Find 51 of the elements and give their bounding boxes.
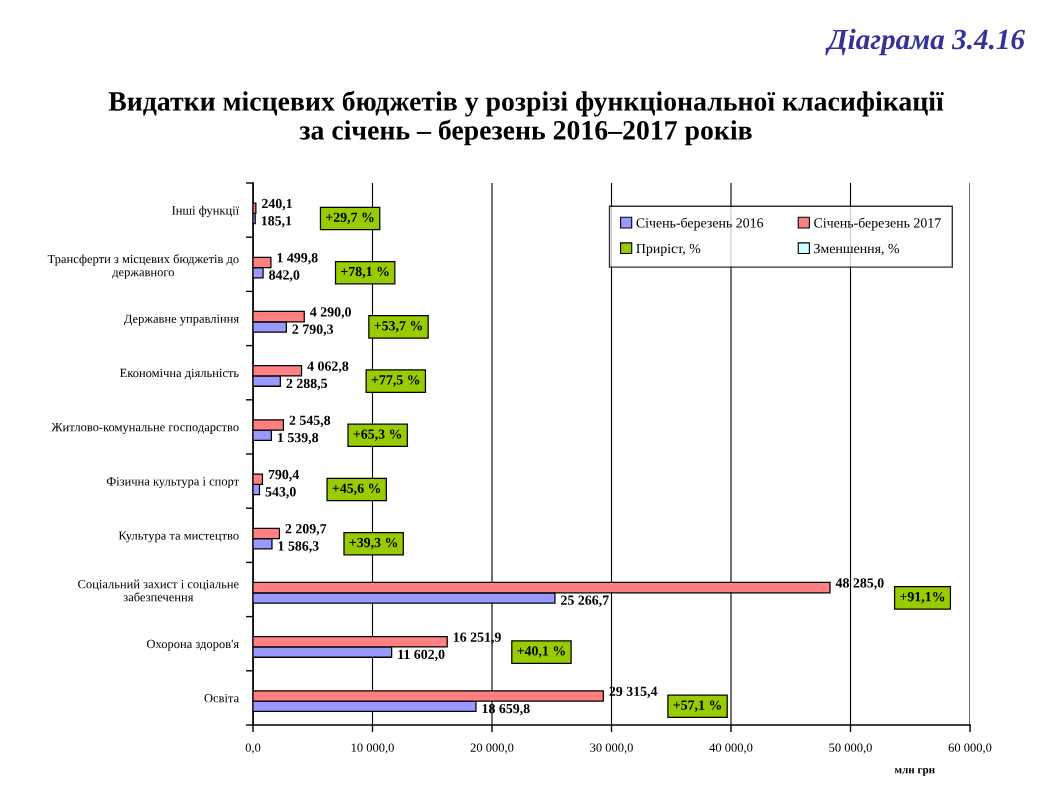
data-label: 790,4 (268, 469, 299, 482)
annotation: +78,1 % (341, 266, 389, 279)
x-tick-label: 40 000,0 (709, 743, 753, 754)
annotation: +77,5 % (371, 375, 420, 387)
annotation: +29,7 % (326, 212, 374, 224)
legend-label: Січень-березень 2016 (636, 217, 764, 231)
data-label: 1 539,8 (278, 432, 319, 445)
legend-label: Січень-березень 2017 (814, 217, 941, 231)
data-label: 4 062,8 (307, 361, 349, 373)
y-tick-label: Культура та мистецтво (118, 531, 239, 543)
text: Діаграма 3.4.16 (825, 28, 1025, 56)
annotation: +39,3 % (349, 537, 398, 550)
data-label: 2 790,3 (292, 324, 334, 336)
x-tick-label: 60 000,0 (948, 743, 992, 754)
data-label: 25 266,7 (561, 595, 609, 607)
annotation: +57,1 % (673, 700, 722, 712)
legend-label: Зменшення, % (814, 243, 900, 256)
x-tick-label: 20 000,0 (470, 743, 514, 754)
x-tick-label: 50 000,0 (829, 743, 872, 754)
data-label: 48 285,0 (835, 578, 884, 590)
annotation: +40,1 % (517, 646, 565, 658)
data-label: 1 499,8 (277, 253, 318, 265)
y-tick-label: Житлово-комунальне господарство (51, 423, 239, 434)
y-tick-label: Фізична культура і спорт (106, 477, 239, 489)
data-label: 2 209,7 (285, 524, 327, 536)
x-tick-label: 10 000,0 (351, 743, 394, 754)
data-label: 543,0 (265, 487, 296, 499)
data-label: 2 545,8 (289, 415, 331, 428)
x-tick-label: 30 000,0 (590, 743, 633, 754)
data-label: 1 586,3 (278, 541, 319, 553)
y-tick-label: Охорона здоров'я (146, 639, 239, 651)
y-tick-label: Трансферти з місцевих бюджетів до державного (47, 254, 239, 279)
data-label: 4 290,0 (310, 307, 351, 319)
chart-title: Видатки місцевих бюджетів у розрізі функціональної класифікації за січень – березень 2016–2017 років (108, 90, 944, 146)
x-tick-label: 0,0 (245, 743, 261, 754)
x-axis-title: млн грн (894, 768, 935, 776)
annotation: +91,1% (900, 592, 945, 604)
annotation: +53,7 % (374, 321, 422, 333)
y-tick-label: Соціальний захист і соціальне забезпечення (78, 579, 239, 602)
y-tick-label: Інші функції (172, 205, 240, 218)
legend-label: Приріст, % (636, 243, 701, 257)
annotation: +65,3 % (353, 429, 402, 441)
data-label: 11 602,0 (398, 649, 445, 662)
y-tick-label: Економічна діяльність (120, 368, 239, 380)
data-label: 2 288,5 (286, 378, 328, 391)
data-label: 842,0 (269, 270, 300, 282)
y-tick-label: Державне управління (123, 314, 239, 326)
y-tick-label: Освіта (204, 693, 239, 703)
annotation: +45,6 % (332, 483, 381, 495)
data-label: 240,1 (262, 198, 292, 211)
data-label: 185,1 (261, 216, 292, 228)
